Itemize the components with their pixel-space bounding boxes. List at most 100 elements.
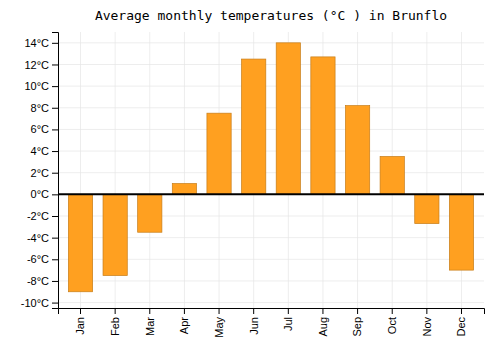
tick-label: Nov	[421, 317, 433, 337]
bar	[380, 156, 404, 194]
tick-mark	[52, 64, 58, 65]
tick-label: Apr	[178, 317, 190, 334]
tick: 8°C	[31, 102, 58, 114]
grid	[58, 32, 484, 308]
bar	[103, 194, 127, 275]
tick-mark	[52, 194, 58, 195]
bar	[242, 59, 266, 194]
tick-label: -6°C	[27, 253, 49, 265]
tick-mark	[461, 308, 462, 314]
tick-label: Jan	[74, 317, 86, 335]
tick: Apr	[178, 308, 190, 334]
tick: 2°C	[31, 167, 58, 179]
tick-label: Dec	[455, 317, 467, 337]
bars	[58, 43, 484, 292]
tick-label: 4°C	[31, 145, 50, 157]
tick-mark	[52, 86, 58, 87]
grid-line	[58, 302, 484, 303]
bar	[345, 106, 369, 195]
tick-mark	[392, 308, 393, 314]
bar	[68, 194, 92, 291]
tick-label: -2°C	[27, 210, 49, 222]
tick: Jul	[282, 308, 294, 331]
tick-mark	[52, 43, 58, 44]
bar	[415, 194, 439, 223]
tick-mark	[52, 173, 58, 174]
grid-line	[184, 32, 185, 308]
bar	[138, 194, 162, 232]
tick-mark	[80, 308, 81, 314]
x-axis: Jan Feb Mar Apr May Jun Jul Aug Sep Oct Nov Dec	[59, 308, 485, 338]
tick-mark	[322, 308, 323, 314]
tick: -10°C	[21, 297, 58, 309]
grid-line	[58, 172, 484, 173]
tick-label: Aug	[317, 317, 329, 337]
axis-line	[52, 33, 59, 309]
grid-line	[58, 86, 484, 87]
tick-mark	[52, 108, 58, 109]
tick-mark	[52, 259, 58, 260]
tick-mark	[184, 308, 185, 314]
tick-mark	[149, 308, 150, 314]
tick-mark	[288, 308, 289, 314]
zero-line	[58, 193, 484, 195]
bar	[311, 57, 335, 194]
title: Average monthly temperatures (°C ) in Br…	[95, 8, 447, 23]
tick-mark	[52, 238, 58, 239]
tick: May	[213, 308, 225, 338]
chart: -10°C-8°C-6°C-4°C-2°C0°C2°C4°C6°C8°C10°C…	[0, 0, 500, 350]
grid-line	[58, 107, 484, 108]
grid-line	[58, 280, 484, 281]
tick-label: Jul	[282, 317, 294, 331]
tick: Oct	[386, 308, 398, 334]
tick-label: 10°C	[24, 80, 49, 92]
tick-mark	[219, 308, 220, 314]
tick-mark	[52, 151, 58, 152]
tick: -8°C	[27, 275, 58, 287]
tick: Mar	[144, 308, 156, 336]
tick-mark	[253, 308, 254, 314]
tick-label: 14°C	[24, 37, 49, 49]
grid-line	[426, 32, 427, 308]
tick-mark	[52, 216, 58, 217]
grid-line	[58, 129, 484, 130]
tick-label: -4°C	[27, 232, 49, 244]
tick: -4°C	[27, 232, 58, 244]
tick-label: Mar	[144, 317, 156, 336]
tick: Jun	[248, 308, 260, 335]
tick: Jan	[74, 308, 86, 335]
plot: -10°C-8°C-6°C-4°C-2°C0°C2°C4°C6°C8°C10°C…	[21, 32, 485, 338]
grid-line	[58, 64, 484, 65]
tick: Feb	[109, 308, 121, 336]
tick-label: May	[213, 317, 225, 338]
grid-line	[58, 42, 484, 43]
tick-label: Feb	[109, 317, 121, 336]
tick: Aug	[317, 308, 329, 337]
tick-label: 8°C	[31, 102, 50, 114]
tick: Sep	[351, 308, 363, 337]
tick: 4°C	[31, 145, 58, 157]
tick-label: -10°C	[21, 297, 49, 309]
tick-mark	[52, 129, 58, 130]
grid-line	[58, 194, 484, 195]
tick-label: 2°C	[31, 167, 50, 179]
tick-mark	[52, 281, 58, 282]
grid-line	[58, 151, 484, 152]
tick-label: Oct	[386, 317, 398, 334]
tick: -2°C	[27, 210, 58, 222]
tick-label: -8°C	[27, 275, 49, 287]
y-axis: -10°C-8°C-6°C-4°C-2°C0°C2°C4°C6°C8°C10°C…	[21, 33, 59, 309]
tick-label: 6°C	[31, 123, 50, 135]
tick-mark	[115, 308, 116, 314]
tick: 10°C	[24, 80, 58, 92]
bar	[172, 184, 196, 195]
tick: -6°C	[27, 253, 58, 265]
tick-label: Sep	[351, 317, 363, 337]
tick-mark	[357, 308, 358, 314]
tick: Dec	[455, 308, 467, 337]
axis-line	[59, 309, 485, 315]
bar	[207, 113, 231, 194]
tick-mark	[426, 308, 427, 314]
grid-line	[149, 32, 150, 308]
tick: 6°C	[31, 123, 58, 135]
